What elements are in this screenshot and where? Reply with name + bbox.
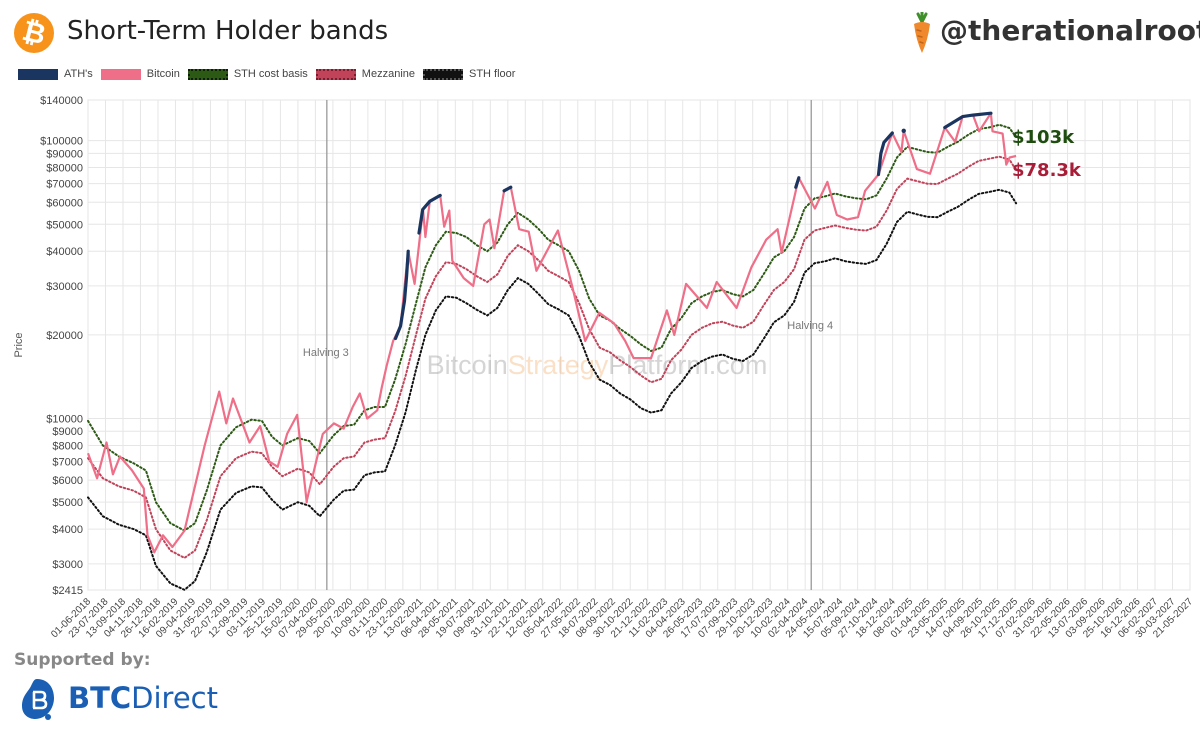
y-tick-label: $6000	[52, 475, 83, 487]
y-tick-label: $10000	[46, 414, 83, 426]
y-tick-label: $40000	[46, 246, 83, 258]
y-axis-label: Price	[13, 332, 25, 357]
y-tick-label: $4000	[52, 524, 83, 536]
legend-label: Bitcoin	[146, 68, 180, 80]
watermark-part: Platform.com	[608, 350, 767, 380]
y-tick-label: $100000	[40, 136, 83, 148]
legend-swatch-sth-cost-basis	[187, 68, 228, 80]
btc-direct-wordmark: BTCDirect	[68, 681, 219, 715]
watermark-part: Bitcoin	[427, 350, 508, 380]
legend-swatch-bitcoin	[100, 68, 141, 80]
series-ath-s	[502, 185, 513, 193]
legend-item-sth-cost-basis[interactable]: STH cost basis	[187, 68, 308, 80]
legend-item-sth-floor[interactable]: STH floor	[423, 68, 515, 80]
legend-swatch-sth-floor	[423, 68, 463, 80]
series-ath-s	[794, 176, 801, 189]
watermark: BitcoinStrategyPlatform.com	[427, 350, 768, 380]
series-mezzanine	[87, 155, 1018, 560]
carrot-icon	[914, 12, 930, 53]
y-tick-label: $5000	[52, 497, 83, 509]
y-tick-label: $8000	[52, 440, 83, 452]
y-tick-label: $140000	[40, 95, 83, 107]
y-tick-label: $2415	[52, 585, 83, 597]
grid	[87, 99, 1191, 591]
plot-area	[87, 99, 1191, 591]
legend-label: Mezzanine	[361, 68, 415, 80]
series-ath-s	[876, 131, 894, 177]
y-tick-label: $60000	[46, 197, 83, 209]
y-tick-label: $7000	[52, 457, 83, 469]
y-tick-label: $50000	[46, 219, 83, 231]
y-tick-label: $9000	[52, 426, 83, 438]
y-tick-label: $80000	[46, 163, 83, 175]
page-title: Short-Term Holder bands	[67, 16, 389, 46]
legend-label: STH floor	[469, 68, 516, 80]
author-handle: @therationalroot	[940, 14, 1200, 47]
series-sth-floor	[87, 188, 1018, 591]
header: ₿ Short-Term Holder bands @therationalro…	[0, 0, 1200, 64]
y-tick-label: $30000	[46, 281, 83, 293]
legend-label: STH cost basis	[233, 68, 308, 80]
y-tick-label: $70000	[46, 179, 83, 191]
chart-legend: ATH's Bitcoin STH cost basis Mezzanine S…	[18, 66, 523, 82]
legend-item-ath[interactable]: ATH's	[18, 68, 93, 80]
series-ath-s	[393, 249, 410, 341]
legend-label: ATH's	[64, 68, 93, 80]
series-sth-cost-basis	[87, 123, 1018, 532]
watermark-part: Strategy	[508, 350, 609, 380]
series-ath-s	[417, 193, 442, 235]
halving-label: Halving 3	[303, 347, 349, 359]
series-ath-s-point	[901, 128, 906, 133]
halving-label: Halving 4	[787, 320, 833, 332]
series-ath-s	[943, 111, 993, 130]
bitcoin-logo-icon: ₿	[14, 13, 54, 53]
value-label: $103k	[1012, 127, 1075, 148]
y-tick-label: $20000	[46, 330, 83, 342]
legend-swatch-ath	[18, 68, 58, 80]
y-tick-label: $90000	[46, 148, 83, 160]
legend-item-bitcoin[interactable]: Bitcoin	[100, 68, 180, 80]
price-chart: $2415 $3000 $4000 $5000 $6000 $7000 $8000 $9000…	[13, 95, 1195, 640]
btc-direct-logo-icon	[22, 679, 54, 720]
y-tick-label: $3000	[52, 559, 83, 571]
legend-swatch-mezzanine	[315, 68, 356, 80]
legend-item-mezzanine[interactable]: Mezzanine	[315, 68, 415, 80]
value-label: $78.3k	[1012, 160, 1082, 181]
supported-by-label: Supported by:	[14, 650, 151, 670]
